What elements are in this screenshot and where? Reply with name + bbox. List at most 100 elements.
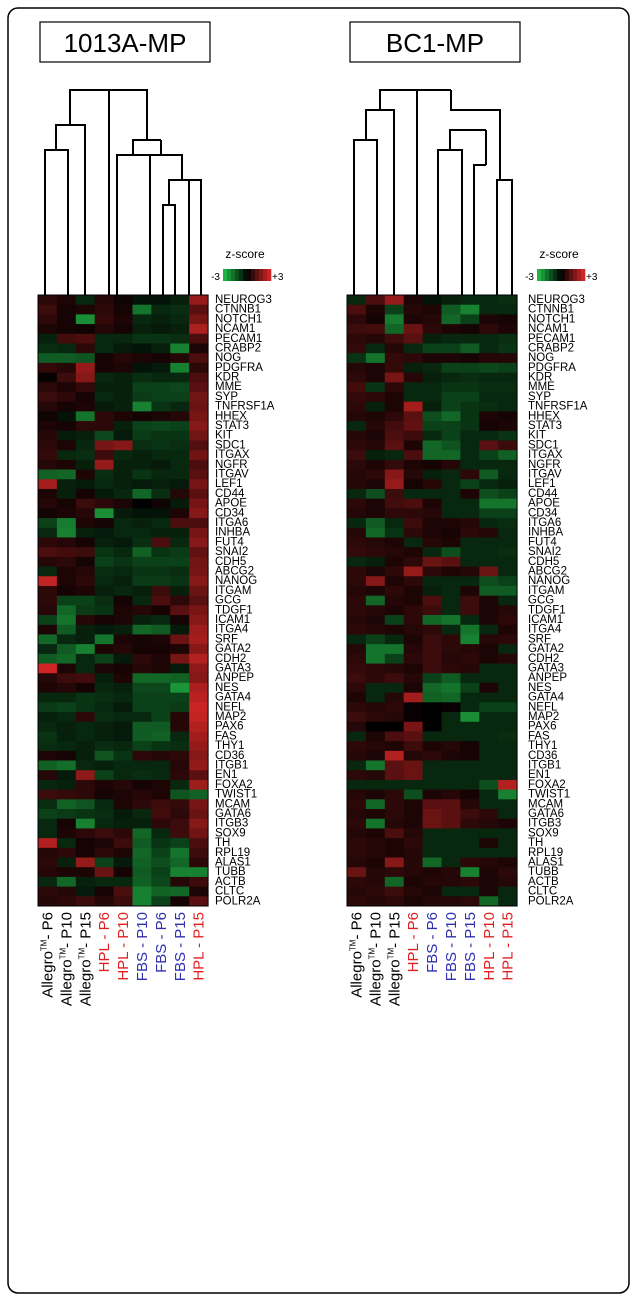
heatmap-cell (95, 867, 114, 877)
heatmap-cell (442, 537, 461, 547)
heatmap-cell (498, 596, 517, 606)
heatmap-cell (114, 305, 133, 315)
heatmap-cell (189, 431, 208, 441)
heatmap-cell (498, 460, 517, 470)
heatmap-cell (114, 761, 133, 771)
heatmap-cell (133, 373, 152, 383)
heatmap-cell (114, 334, 133, 344)
heatmap-cell (404, 470, 423, 480)
heatmap-cell (57, 402, 76, 412)
heatmap-cell (170, 664, 189, 674)
heatmap-cell (460, 373, 479, 383)
heatmap-cell (460, 295, 479, 305)
heatmap-cell (170, 605, 189, 615)
heatmap-cell (404, 896, 423, 906)
heatmap-cell (479, 314, 498, 324)
heatmap-cell (151, 731, 170, 741)
heatmap-cell (385, 731, 404, 741)
heatmap-cell (347, 731, 366, 741)
heatmap-cell (189, 712, 208, 722)
heatmap-cell (38, 450, 57, 460)
heatmap-cell (189, 295, 208, 305)
heatmap-cell (479, 858, 498, 868)
heatmap-cell (38, 479, 57, 489)
heatmap-cell (76, 431, 95, 441)
heatmap-cell (38, 470, 57, 480)
heatmap-cell (38, 887, 57, 897)
heatmap-cell (442, 411, 461, 421)
heatmap-cell (76, 479, 95, 489)
heatmap-cell (385, 896, 404, 906)
heatmap-cell (114, 353, 133, 363)
heatmap-cell (170, 305, 189, 315)
heatmap-cell (38, 683, 57, 693)
heatmap-cell (57, 586, 76, 596)
heatmap-cell (189, 518, 208, 528)
heatmap-cell (151, 664, 170, 674)
heatmap-cell (404, 605, 423, 615)
heatmap-cell (366, 722, 385, 732)
heatmap-cell (170, 731, 189, 741)
heatmap-cell (479, 586, 498, 596)
heatmap-cell (442, 741, 461, 751)
heatmap-cell (133, 867, 152, 877)
heatmap-cell (347, 431, 366, 441)
heatmap-cell (347, 664, 366, 674)
heatmap-cell (76, 460, 95, 470)
heatmap-cell (57, 537, 76, 547)
heatmap-cell (498, 887, 517, 897)
heatmap-cell (385, 780, 404, 790)
heatmap-cell (423, 615, 442, 625)
heatmap-cell (404, 858, 423, 868)
heatmap-cell (498, 683, 517, 693)
heatmap-cell (442, 809, 461, 819)
heatmap-cell (114, 605, 133, 615)
heatmap-cells (347, 295, 518, 906)
heatmap-cell (57, 305, 76, 315)
heatmap-cell (442, 819, 461, 829)
heatmap-cell (366, 576, 385, 586)
heatmap-cell (57, 411, 76, 421)
heatmap-cell (170, 402, 189, 412)
heatmap-cell (366, 518, 385, 528)
heatmap-cell (38, 644, 57, 654)
heatmap-cell (423, 712, 442, 722)
heatmap-cell (57, 809, 76, 819)
heatmap-cell (114, 731, 133, 741)
heatmap-cell (76, 537, 95, 547)
heatmap-cell (95, 402, 114, 412)
colorscale-swatch (263, 269, 267, 281)
heatmap-cell (347, 586, 366, 596)
heatmap-cell (366, 508, 385, 518)
heatmap-cell (133, 896, 152, 906)
heatmap-cell (133, 741, 152, 751)
heatmap-cell (114, 858, 133, 868)
heatmap-cell (385, 450, 404, 460)
heatmap-cell (498, 702, 517, 712)
column-label: FBS - P10 (134, 912, 151, 981)
heatmap-cell (57, 518, 76, 528)
heatmap-cell (38, 295, 57, 305)
column-label: FBS - P6 (153, 912, 170, 973)
heatmap-cell (460, 731, 479, 741)
heatmap-cell (385, 770, 404, 780)
heatmap-cell (366, 799, 385, 809)
heatmap-cell (385, 343, 404, 353)
heatmap-cell (38, 411, 57, 421)
heatmap-cell (170, 343, 189, 353)
heatmap-cell (347, 712, 366, 722)
heatmap-cell (95, 528, 114, 538)
heatmap-cell (133, 654, 152, 664)
heatmap-cell (95, 780, 114, 790)
heatmap-cell (366, 353, 385, 363)
heatmap-cell (95, 644, 114, 654)
heatmap-cell (189, 654, 208, 664)
heatmap-cell (114, 343, 133, 353)
heatmap-cell (404, 634, 423, 644)
heatmap-cell (385, 702, 404, 712)
heatmap-cell (76, 848, 95, 858)
heatmap-cell (347, 547, 366, 557)
heatmap-cell (76, 673, 95, 683)
heatmap-cell (151, 722, 170, 732)
heatmap-cell (347, 702, 366, 712)
